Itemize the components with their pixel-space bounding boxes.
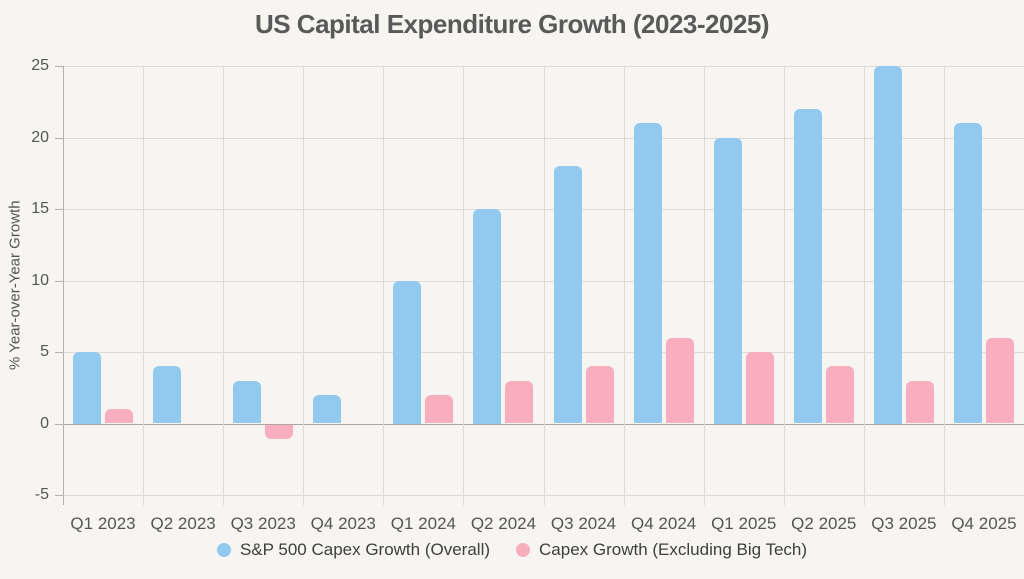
gridline-vertical — [383, 66, 385, 505]
gridline-vertical — [863, 66, 865, 505]
bar-sp500-overall — [633, 123, 662, 424]
bar-ex-big-tech — [425, 394, 454, 424]
gridline-vertical — [783, 66, 785, 505]
legend-label-overall: S&P 500 Capex Growth (Overall) — [239, 540, 491, 559]
bar-ex-big-tech — [585, 366, 614, 424]
y-tick-mark — [55, 423, 63, 425]
chart-title: US Capital Expenditure Growth (2023-2025… — [254, 9, 770, 39]
gridline-vertical — [703, 66, 705, 505]
bar-sp500-overall — [473, 209, 502, 424]
y-tick-mark — [55, 137, 63, 139]
gridline-vertical — [623, 66, 625, 505]
y-tick-label: 0 — [40, 414, 49, 432]
bar-sp500-overall — [953, 123, 982, 424]
x-tick-label: Q2 2025 — [791, 514, 857, 533]
legend-label-ex-big-tech: Capex Growth (Excluding Big Tech) — [539, 540, 808, 559]
bar-ex-big-tech — [905, 380, 934, 424]
bar-ex-big-tech — [505, 380, 534, 424]
y-tick-mark — [55, 495, 63, 496]
y-tick-mark — [55, 209, 63, 210]
bar-sp500-overall — [313, 394, 342, 424]
gridline-vertical — [463, 66, 465, 505]
y-tick-label: 10 — [31, 271, 49, 289]
bar-sp500-overall — [153, 366, 182, 424]
legend-swatch-ex-big-tech-icon — [516, 543, 531, 557]
x-tick-label: Q1 2024 — [390, 514, 456, 533]
y-tick-mark — [55, 352, 63, 353]
bar-sp500-overall — [73, 352, 102, 424]
y-tick-mark — [55, 66, 63, 67]
gridline-vertical — [143, 66, 145, 505]
gridline-vertical — [543, 66, 545, 505]
bar-sp500-overall — [793, 108, 822, 424]
chart-legend: S&P 500 Capex Growth (Overall) Capex Gro… — [0, 540, 1024, 560]
bar-ex-big-tech — [985, 337, 1014, 424]
x-tick-label: Q4 2023 — [310, 514, 376, 533]
y-axis-title: % Year-over-Year Growth — [6, 200, 24, 371]
y-tick-label: 5 — [40, 343, 49, 360]
gridline-vertical — [303, 66, 305, 505]
gridline-vertical — [943, 66, 945, 505]
legend-item-ex-big-tech: Capex Growth (Excluding Big Tech) — [516, 540, 807, 560]
legend-swatch-overall-icon — [216, 543, 231, 557]
bar-ex-big-tech — [105, 409, 134, 424]
y-axis-line — [63, 66, 64, 505]
gridline-vertical — [223, 66, 225, 505]
bar-sp500-overall — [873, 66, 902, 424]
y-tick-label: 15 — [31, 200, 49, 217]
y-tick-label: -5 — [34, 486, 49, 503]
x-tick-label: Q2 2023 — [150, 514, 216, 533]
y-tick-mark — [55, 280, 63, 282]
bar-ex-big-tech — [665, 337, 694, 424]
bar-sp500-overall — [553, 166, 582, 424]
x-tick-label: Q3 2024 — [550, 514, 617, 533]
bar-sp500-overall — [393, 280, 422, 424]
bar-sp500-overall — [713, 137, 742, 424]
x-tick-label: Q3 2023 — [230, 514, 296, 533]
x-tick-label: Q3 2025 — [871, 514, 937, 533]
plot-area: 25 20 15 10 5 0 -5 Q1 2023 Q2 2023 Q3 2023 Q4 2023… — [31, 57, 1024, 533]
legend-item-overall: S&P 500 Capex Growth (Overall) — [216, 540, 491, 560]
y-tick-label: 20 — [31, 128, 49, 146]
x-tick-label: Q1 2025 — [711, 514, 777, 533]
bar-sp500-overall — [233, 380, 262, 424]
bar-ex-big-tech — [265, 424, 294, 439]
x-tick-label: Q1 2023 — [70, 514, 136, 533]
bar-ex-big-tech — [825, 366, 854, 424]
x-tick-label: Q4 2025 — [951, 514, 1017, 533]
y-tick-label: 25 — [31, 57, 49, 74]
x-tick-label: Q4 2024 — [631, 514, 697, 533]
bar-ex-big-tech — [745, 352, 774, 424]
x-tick-label: Q2 2024 — [470, 514, 537, 533]
